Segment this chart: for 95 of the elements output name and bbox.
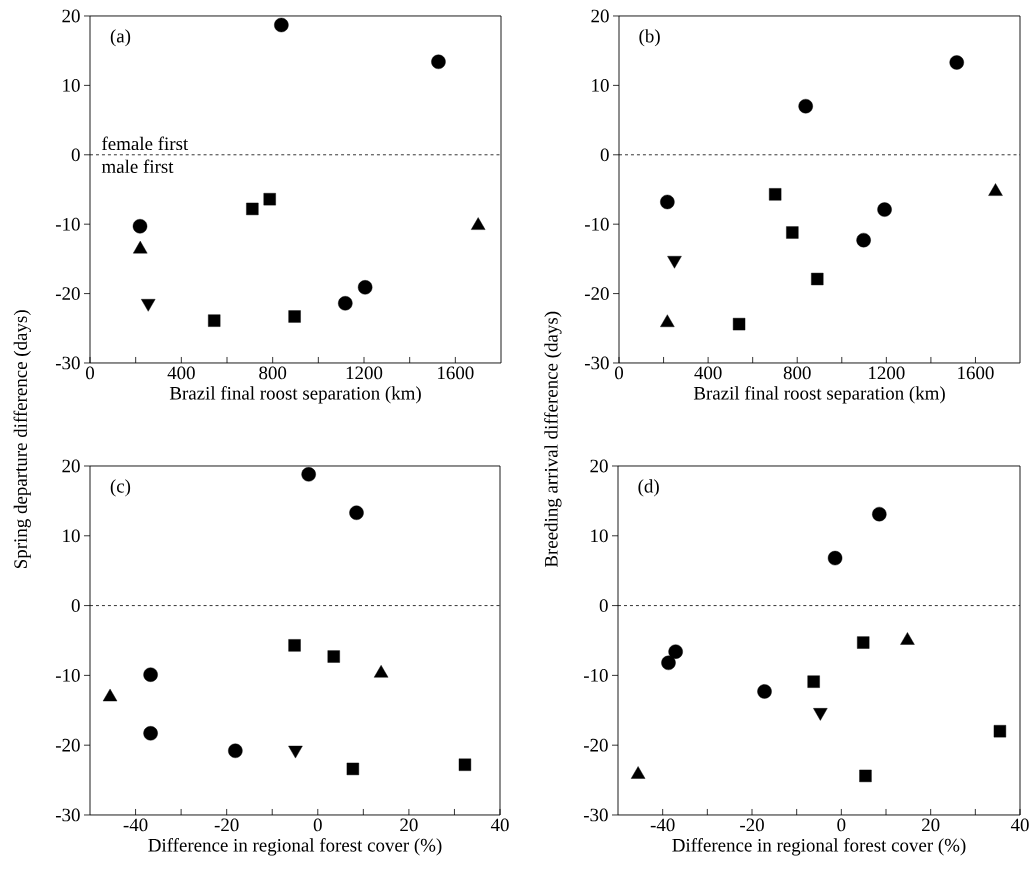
x-tick-label: 400 (694, 366, 722, 380)
point (208, 314, 221, 327)
point (228, 743, 243, 758)
point (301, 467, 316, 482)
point (338, 296, 353, 311)
x-tick-label: -40 (650, 818, 675, 832)
text: (d) (638, 479, 659, 497)
y-tick-label: 0 (71, 148, 80, 162)
y-tick-label: -20 (584, 287, 609, 300)
text: (b) (639, 29, 660, 47)
y-tick-label: -30 (55, 356, 80, 370)
x-tick-label: -20 (214, 818, 239, 832)
y-tick-label: 10 (591, 529, 608, 543)
point (132, 219, 148, 234)
point (357, 280, 373, 295)
point (373, 665, 389, 678)
point (993, 725, 1007, 738)
x-tick-label: 1600 (958, 366, 994, 380)
y-tick-label: -30 (583, 808, 608, 822)
x-axis-title: Brazil final roost separation (km) (169, 386, 421, 404)
x-tick-label: 40 (1010, 818, 1029, 832)
y-tick-label: -20 (55, 738, 80, 752)
y-tick-label: 10 (63, 79, 80, 92)
y-tick-label: -10 (584, 217, 609, 231)
y-tick-label: 20 (591, 9, 609, 23)
y-tick-label: -20 (55, 287, 80, 300)
y-tick-label: -20 (583, 738, 608, 752)
x-tick-label: 0 (85, 366, 95, 380)
y-tick-label: 20 (62, 9, 80, 23)
x-tick-label: 0 (837, 818, 846, 832)
y-tick-label: -30 (55, 808, 80, 822)
point (346, 762, 360, 776)
x-axis-title: Difference in regional forest cover (%) (672, 838, 966, 856)
point (827, 550, 843, 566)
x-axis-title: Difference in regional forest cover (%) (148, 838, 442, 856)
x-tick-label: -40 (123, 818, 148, 832)
point (349, 505, 364, 520)
point (856, 232, 871, 248)
point (263, 193, 276, 206)
y-axis-title: Spring departure difference (days) (13, 310, 31, 568)
point (807, 675, 820, 688)
point (431, 54, 446, 69)
point (246, 202, 259, 216)
y-tick-label: 0 (600, 148, 609, 162)
point (786, 226, 799, 239)
x-tick-label: 20 (400, 818, 418, 832)
point (811, 272, 824, 286)
point (900, 632, 915, 645)
point (668, 644, 683, 659)
x-tick-label: 400 (167, 366, 195, 380)
point (102, 688, 118, 702)
y-tick-label: 20 (590, 459, 608, 473)
y-tick-label: 10 (63, 529, 80, 543)
annotation: female first (102, 136, 189, 151)
x-tick-label: 40 (490, 818, 509, 832)
point (859, 769, 872, 783)
text: (a) (110, 29, 131, 47)
y-axis-title: Breeding arrival difference (days) (544, 311, 562, 568)
point (857, 636, 870, 649)
x-tick-label: 20 (922, 818, 940, 832)
x-axis-title: Brazil final roost separation (km) (693, 386, 945, 404)
x-tick-label: 1200 (869, 366, 905, 380)
x-tick-label: -20 (740, 818, 764, 832)
y-tick-label: -10 (55, 669, 80, 682)
y-tick-label: -10 (55, 217, 80, 231)
x-tick-label: 800 (259, 366, 287, 380)
y-tick-label: 20 (62, 459, 80, 473)
y-tick-label: -30 (584, 356, 609, 370)
text: (c) (110, 479, 131, 497)
y-tick-label: 0 (599, 599, 608, 612)
point (732, 317, 746, 331)
point (877, 202, 892, 217)
point (143, 667, 158, 682)
point (660, 194, 675, 210)
point (661, 655, 676, 671)
point (757, 684, 772, 699)
point (769, 188, 782, 201)
y-tick-label: 10 (592, 79, 609, 92)
point (949, 55, 964, 70)
point (458, 758, 472, 771)
point (288, 639, 301, 652)
point (798, 99, 813, 114)
point (288, 310, 301, 323)
y-tick-label: -10 (583, 669, 608, 682)
point (274, 17, 289, 33)
x-tick-label: 0 (615, 366, 624, 380)
point (872, 506, 887, 522)
x-tick-label: 0 (313, 818, 322, 832)
x-tick-label: 1200 (346, 366, 383, 380)
x-tick-label: 800 (783, 366, 811, 380)
y-tick-label: 0 (71, 599, 80, 612)
annotation: male first (101, 159, 174, 173)
x-tick-label: 1600 (438, 366, 474, 380)
point (327, 650, 340, 663)
point (143, 726, 158, 741)
